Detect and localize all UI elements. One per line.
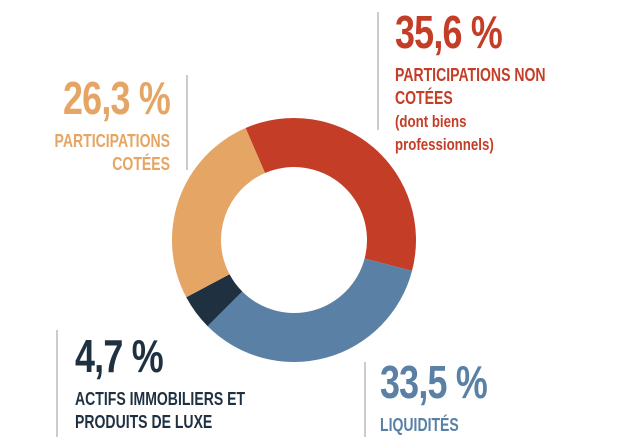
value-label: 35,6 % bbox=[395, 6, 503, 58]
donut-segment bbox=[245, 118, 416, 271]
category-label: LIQUIDITÉS bbox=[380, 415, 459, 435]
value-label: 26,3 % bbox=[62, 72, 171, 124]
value-label: 4,7 % bbox=[75, 330, 164, 382]
note: (dont biens professionnels) bbox=[395, 112, 494, 154]
category-label: PARTICIPATIONS COTÉES bbox=[54, 131, 170, 174]
donut-segment bbox=[207, 258, 413, 362]
category-label: ACTIFS IMMOBILIERS ET PRODUITS DE LUXE bbox=[75, 389, 246, 432]
segment-label: 33,5 % LIQUIDITÉS bbox=[380, 356, 536, 437]
donut-segment bbox=[186, 274, 243, 327]
segment-label: 26,3 % PARTICIPATIONS COTÉES bbox=[49, 72, 171, 176]
segment-label: 35,6 % PARTICIPATIONS NON COTÉES (dont bie… bbox=[395, 6, 563, 156]
value-label: 33,5 % bbox=[380, 356, 488, 408]
segment-label: 4,7 % ACTIFS IMMOBILIERS ET PRODUITS DE L… bbox=[75, 330, 266, 434]
donut-segment bbox=[171, 128, 266, 298]
category-label: PARTICIPATIONS NON COTÉES bbox=[395, 65, 546, 108]
